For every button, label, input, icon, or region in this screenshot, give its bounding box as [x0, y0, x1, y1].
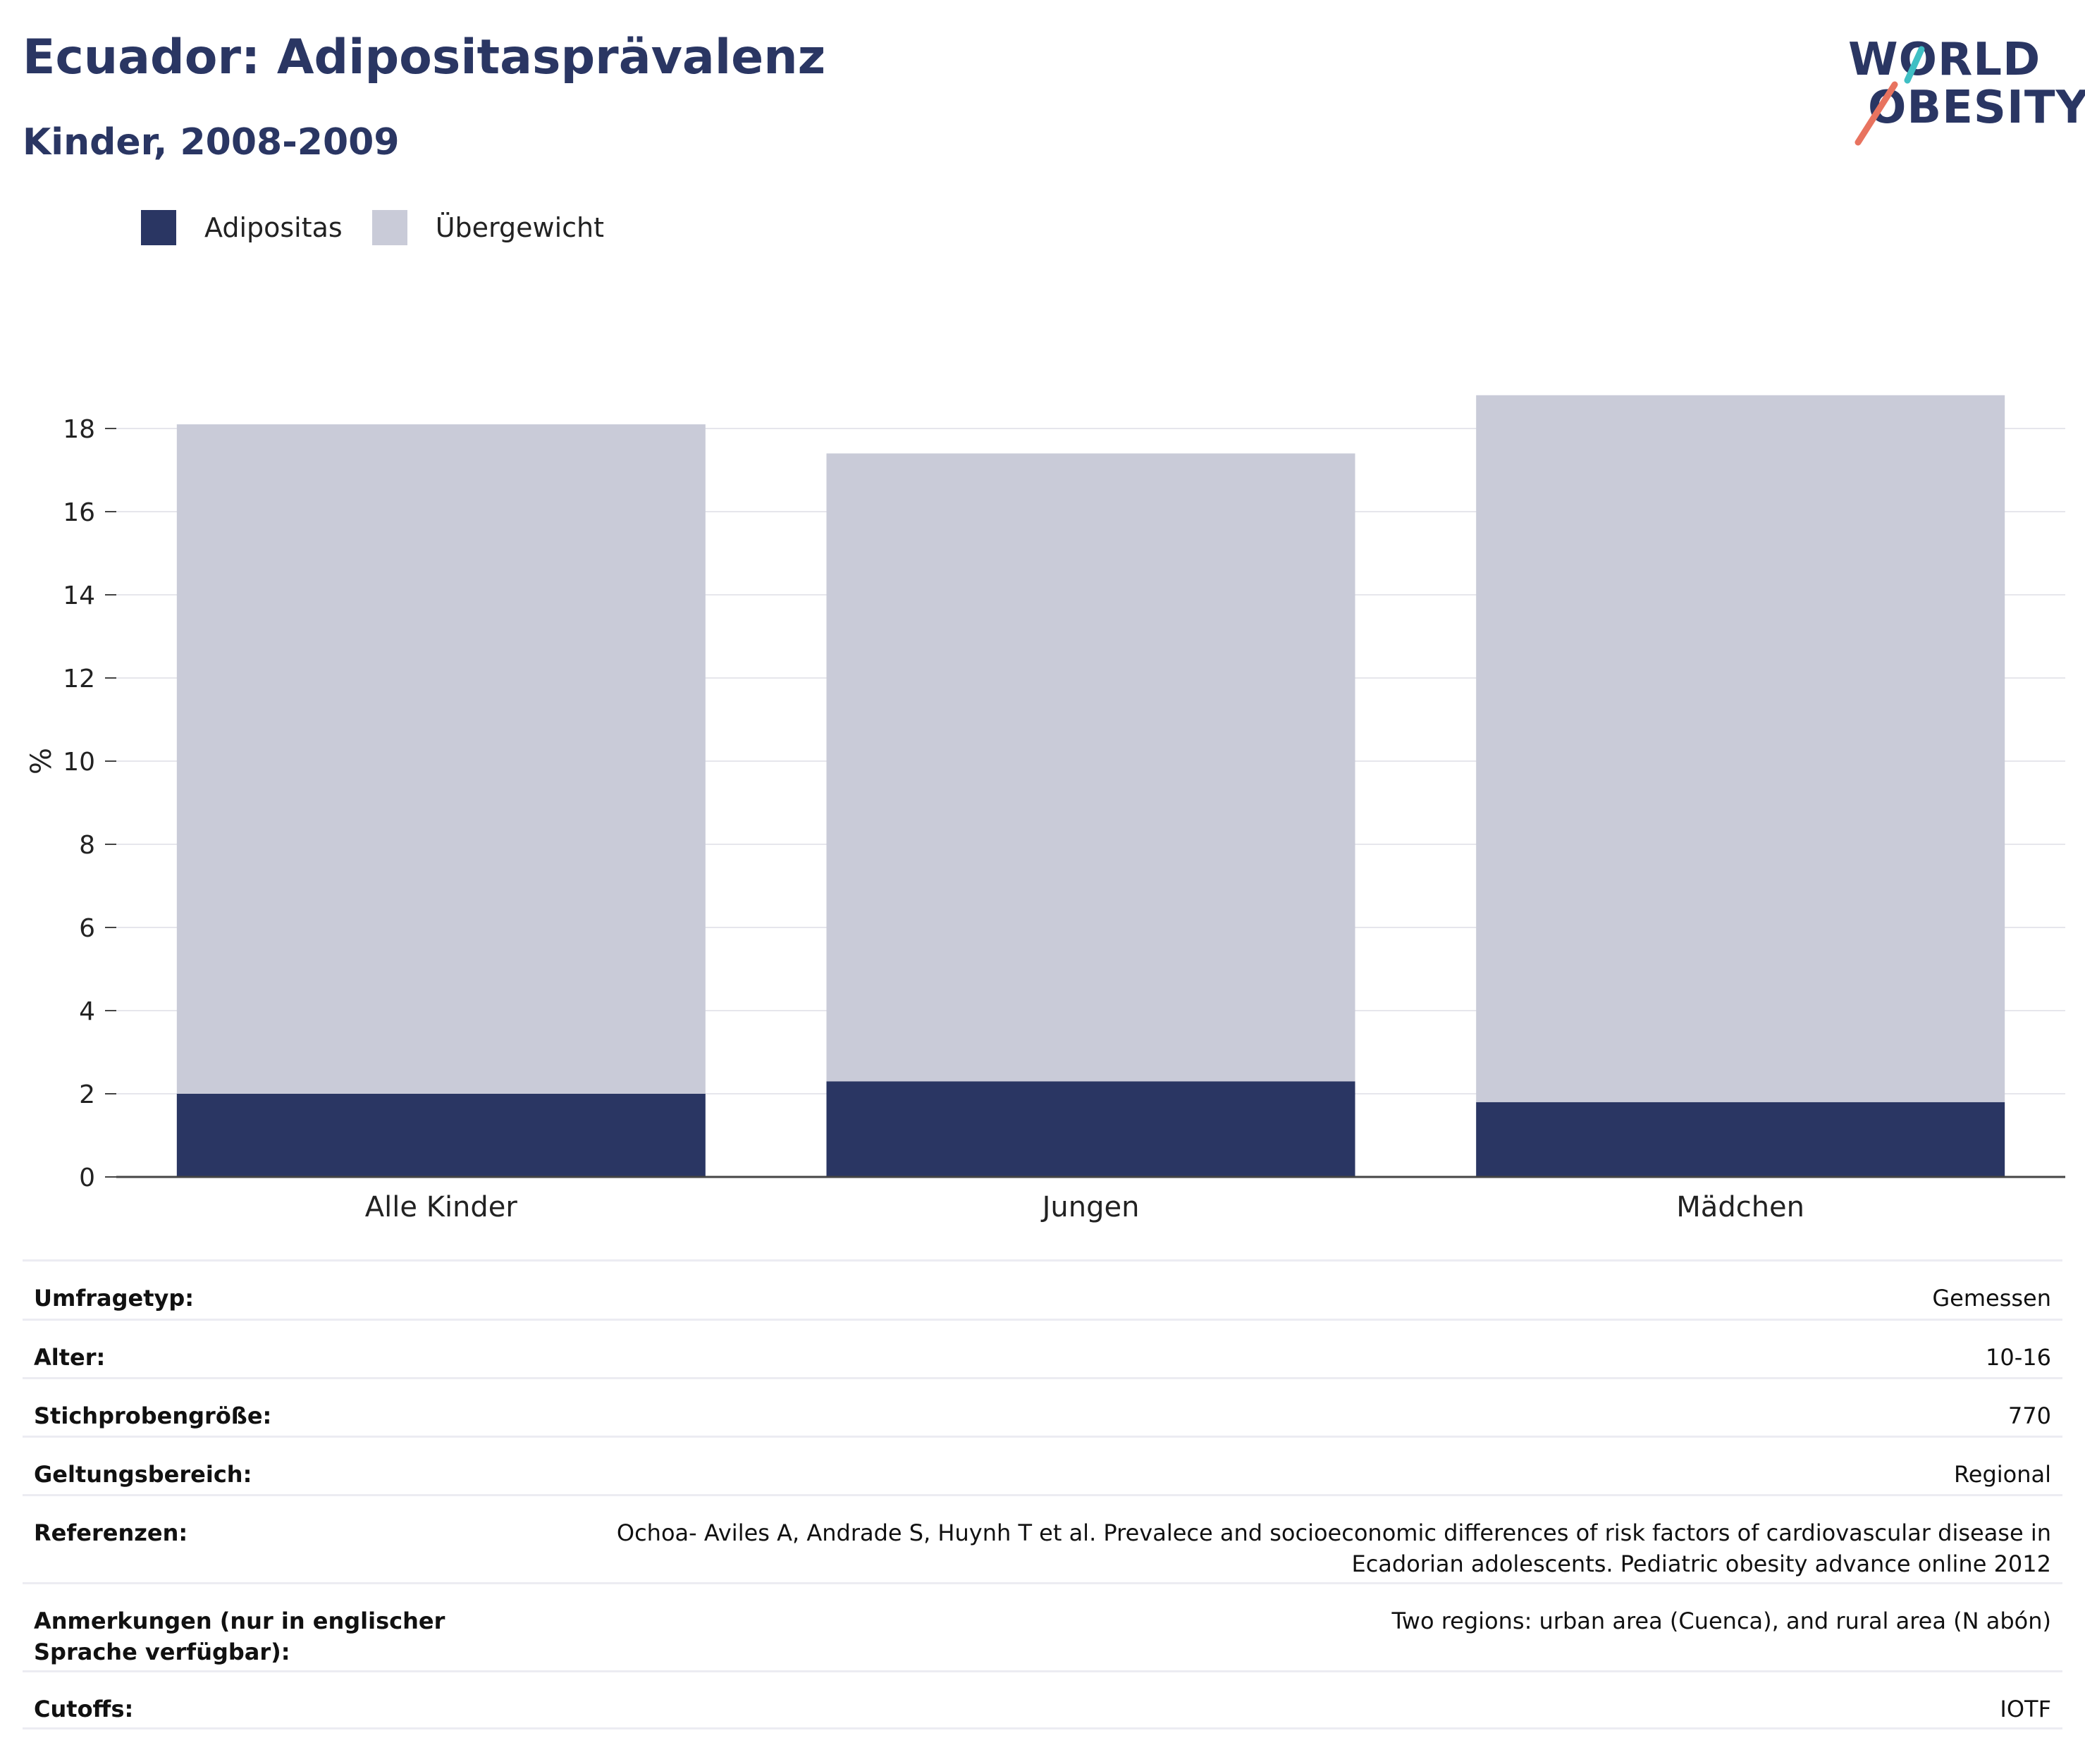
logo-slash-icon: [1855, 46, 1925, 146]
x-tick-label: Jungen: [1040, 1191, 1140, 1223]
y-tick-label: 16: [63, 498, 95, 527]
legend-item-uebergewicht: Übergewicht: [371, 210, 604, 245]
info-row-sample-size: Stichprobengröße: 770: [23, 1377, 2062, 1436]
legend-label-uebergewicht: Übergewicht: [435, 212, 604, 243]
info-value: Gemessen: [1932, 1285, 2051, 1312]
info-row-scope: Geltungsbereich: Regional: [23, 1436, 2062, 1494]
info-label: Referenzen:: [34, 1519, 188, 1546]
chart-title: Ecuador: Adipositasprävalenz: [23, 30, 826, 85]
y-tick-label: 0: [79, 1164, 95, 1192]
y-tick-label: 6: [79, 914, 95, 943]
info-row-notes: Anmerkungen (nur in englischer Sprache v…: [23, 1582, 2062, 1670]
stacked-bar-chart: 0 2 4 6 8 10 12 14 16 18% Alle Kinder Jungen Mädchen: [25, 395, 2065, 1223]
info-label: Stichprobengröße:: [34, 1402, 272, 1429]
info-row-survey-type: Umfragetyp: Gemessen: [23, 1259, 2062, 1319]
bar-adipositas-1: [826, 1081, 1355, 1177]
info-value: IOTF: [2000, 1696, 2051, 1722]
info-value: Two regions: urban area (Cuenca), and ru…: [1391, 1608, 2051, 1634]
info-label: Cutoffs:: [34, 1696, 134, 1722]
y-tick-label: 10: [63, 748, 95, 777]
info-row-cutoffs: Cutoffs: IOTF: [23, 1670, 2062, 1729]
legend: Adipositas Übergewicht: [141, 210, 634, 245]
logo-text-line1: WORLD: [1848, 34, 2041, 86]
y-tick-label: 2: [79, 1080, 95, 1109]
info-label: Geltungsbereich:: [34, 1461, 252, 1488]
legend-swatch-adipositas: [141, 210, 176, 245]
chart-subtitle: Kinder, 2008-2009: [23, 121, 400, 164]
info-label: Alter:: [34, 1344, 106, 1371]
bar-adipositas-2: [1476, 1102, 2005, 1177]
info-label: Anmerkungen (nur in englischer Sprache v…: [34, 1608, 445, 1665]
bar-uebergewicht-2: [1476, 395, 2005, 1102]
y-tick-label: 8: [79, 831, 95, 860]
x-tick-label: Alle Kinder: [365, 1191, 518, 1223]
bar-adipositas-0: [176, 1094, 706, 1177]
info-row-age: Alter: 10-16: [23, 1319, 2062, 1377]
legend-item-adipositas: Adipositas: [141, 210, 343, 245]
info-value: Ochoa- Aviles A, Andrade S, Huynh T et a…: [616, 1519, 2051, 1577]
y-tick-label: 18: [63, 415, 95, 444]
legend-swatch-uebergewicht: [371, 210, 407, 245]
x-tick-label: Mädchen: [1676, 1191, 1804, 1223]
y-tick-label: 4: [79, 997, 95, 1026]
info-row-references: Referenzen: Ochoa- Aviles A, Andrade S, …: [23, 1494, 2062, 1582]
bar-uebergewicht-1: [826, 453, 1355, 1082]
logo-text-line2: OBESITY: [1868, 82, 2085, 134]
bar-uebergewicht-0: [176, 424, 706, 1094]
y-axis-title: %: [25, 748, 58, 775]
info-value: 770: [2007, 1402, 2051, 1429]
legend-label-adipositas: Adipositas: [204, 212, 343, 243]
y-tick-label: 12: [63, 665, 95, 693]
info-value: Regional: [1953, 1461, 2051, 1488]
info-label: Umfragetyp:: [34, 1285, 195, 1312]
info-value: 10-16: [1986, 1344, 2051, 1371]
survey-info-table: Umfragetyp: Gemessen Alter: 10-16 Stichp…: [23, 1259, 2062, 1729]
y-tick-label: 14: [63, 581, 95, 610]
world-obesity-logo: WORLD OBESITY: [1845, 21, 2085, 148]
